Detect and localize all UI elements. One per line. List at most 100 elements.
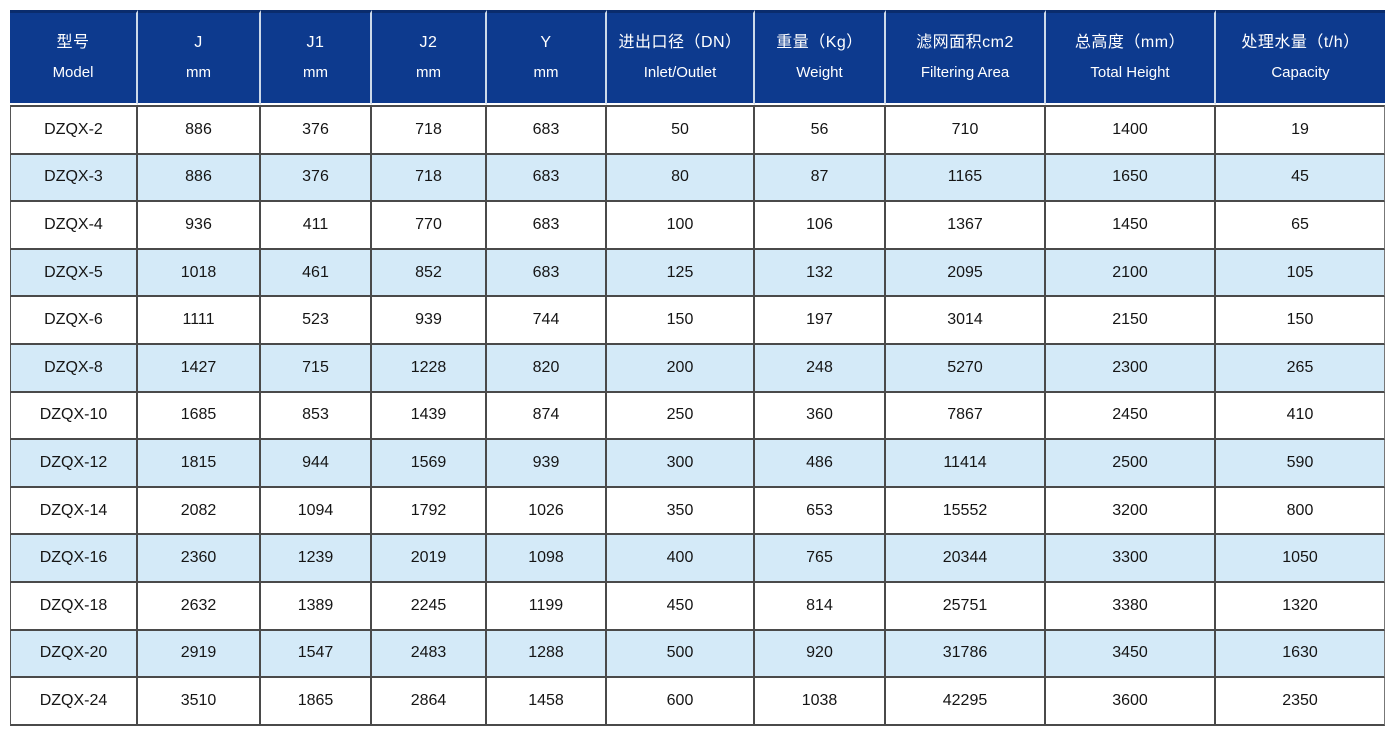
value-cell: 1111 (138, 297, 261, 345)
value-cell: 1239 (261, 535, 372, 583)
model-cell: DZQX-4 (10, 202, 138, 250)
value-cell: 683 (487, 105, 607, 155)
value-cell: 800 (1216, 487, 1385, 536)
value-cell: 874 (487, 392, 607, 441)
value-cell: 886 (138, 105, 261, 155)
value-cell: 1865 (261, 678, 372, 726)
value-cell: 2082 (138, 487, 261, 536)
model-cell: DZQX-16 (10, 535, 138, 583)
column-header-zh: 总高度（mm） (1074, 34, 1186, 52)
value-cell: 300 (607, 440, 755, 488)
table-row: DZQX-14 2082 1094 1792 1026 350 653 15552 3200 80… (10, 487, 1385, 536)
column-header-en: Filtering Area (920, 64, 1010, 82)
column-header-zh: J2 (419, 34, 438, 52)
value-cell: 683 (487, 249, 607, 298)
value-cell: 1815 (138, 440, 261, 488)
column-header-zh: 处理水量（t/h） (1241, 34, 1360, 52)
value-cell: 1427 (138, 344, 261, 393)
value-cell: 715 (261, 344, 372, 393)
value-cell: 2864 (372, 678, 487, 726)
value-cell: 1367 (886, 202, 1046, 250)
value-cell: 1038 (755, 678, 886, 726)
column-header-en: Weight (796, 64, 843, 82)
value-cell: 939 (372, 297, 487, 345)
value-cell: 65 (1216, 202, 1385, 250)
value-cell: 2300 (1046, 344, 1216, 393)
column-header-en: mm (186, 64, 211, 82)
column-header-en: mm (416, 64, 441, 82)
value-cell: 31786 (886, 630, 1046, 679)
model-cell: DZQX-18 (10, 582, 138, 631)
column-header-labels: 总高度（mm） Total Height (1046, 34, 1214, 81)
value-cell: 718 (372, 105, 487, 155)
value-cell: 461 (261, 249, 372, 298)
column-header-labels: 进出口径（DN） Inlet/Outlet (607, 34, 753, 81)
value-cell: 2245 (372, 582, 487, 631)
value-cell: 376 (261, 105, 372, 155)
value-cell: 400 (607, 535, 755, 583)
table-row: DZQX-20 2919 1547 2483 1288 500 920 31786 3450 16… (10, 630, 1385, 679)
column-header-labels: J1 mm (261, 34, 370, 81)
value-cell: 2632 (138, 582, 261, 631)
column-header-zh: 滤网面积cm2 (916, 34, 1014, 52)
value-cell: 100 (607, 202, 755, 250)
value-cell: 2150 (1046, 297, 1216, 345)
model-cell: DZQX-5 (10, 249, 138, 298)
column-header-zh: 重量（Kg） (776, 34, 863, 52)
column-header-en: Total Height (1090, 64, 1170, 82)
value-cell: 5270 (886, 344, 1046, 393)
model-cell: DZQX-2 (10, 105, 138, 155)
value-cell: 25751 (886, 582, 1046, 631)
value-cell: 376 (261, 154, 372, 203)
value-cell: 765 (755, 535, 886, 583)
value-cell: 770 (372, 202, 487, 250)
column-header: 重量（Kg） Weight (755, 10, 886, 105)
table-body: DZQX-2 886 376 718 683 50 56 710 1400 19 DZQX-3 886… (10, 105, 1385, 726)
column-header-labels: 型号 Model (10, 34, 136, 81)
value-cell: 1458 (487, 678, 607, 726)
value-cell: 683 (487, 154, 607, 203)
value-cell: 3300 (1046, 535, 1216, 583)
column-header-en: mm (303, 64, 328, 82)
value-cell: 1288 (487, 630, 607, 679)
value-cell: 87 (755, 154, 886, 203)
model-cell: DZQX-8 (10, 344, 138, 393)
value-cell: 19 (1216, 105, 1385, 155)
column-header: J1 mm (261, 10, 372, 105)
model-cell: DZQX-10 (10, 392, 138, 441)
value-cell: 105 (1216, 249, 1385, 298)
value-cell: 886 (138, 154, 261, 203)
column-header: 进出口径（DN） Inlet/Outlet (607, 10, 755, 105)
value-cell: 1320 (1216, 582, 1385, 631)
model-cell: DZQX-3 (10, 154, 138, 203)
value-cell: 3600 (1046, 678, 1216, 726)
value-cell: 1389 (261, 582, 372, 631)
value-cell: 3510 (138, 678, 261, 726)
value-cell: 7867 (886, 392, 1046, 441)
value-cell: 2483 (372, 630, 487, 679)
value-cell: 718 (372, 154, 487, 203)
value-cell: 15552 (886, 487, 1046, 536)
column-header-labels: 处理水量（t/h） Capacity (1216, 34, 1385, 81)
value-cell: 523 (261, 297, 372, 345)
table-row: DZQX-3 886 376 718 683 80 87 1165 1650 45 (10, 154, 1385, 203)
value-cell: 500 (607, 630, 755, 679)
column-header: 处理水量（t/h） Capacity (1216, 10, 1385, 105)
column-header: 型号 Model (10, 10, 138, 105)
model-cell: DZQX-24 (10, 678, 138, 726)
value-cell: 3200 (1046, 487, 1216, 536)
value-cell: 248 (755, 344, 886, 393)
value-cell: 2360 (138, 535, 261, 583)
value-cell: 42295 (886, 678, 1046, 726)
value-cell: 360 (755, 392, 886, 441)
value-cell: 350 (607, 487, 755, 536)
value-cell: 1685 (138, 392, 261, 441)
value-cell: 1026 (487, 487, 607, 536)
value-cell: 1228 (372, 344, 487, 393)
value-cell: 1199 (487, 582, 607, 631)
value-cell: 50 (607, 105, 755, 155)
value-cell: 80 (607, 154, 755, 203)
value-cell: 1450 (1046, 202, 1216, 250)
